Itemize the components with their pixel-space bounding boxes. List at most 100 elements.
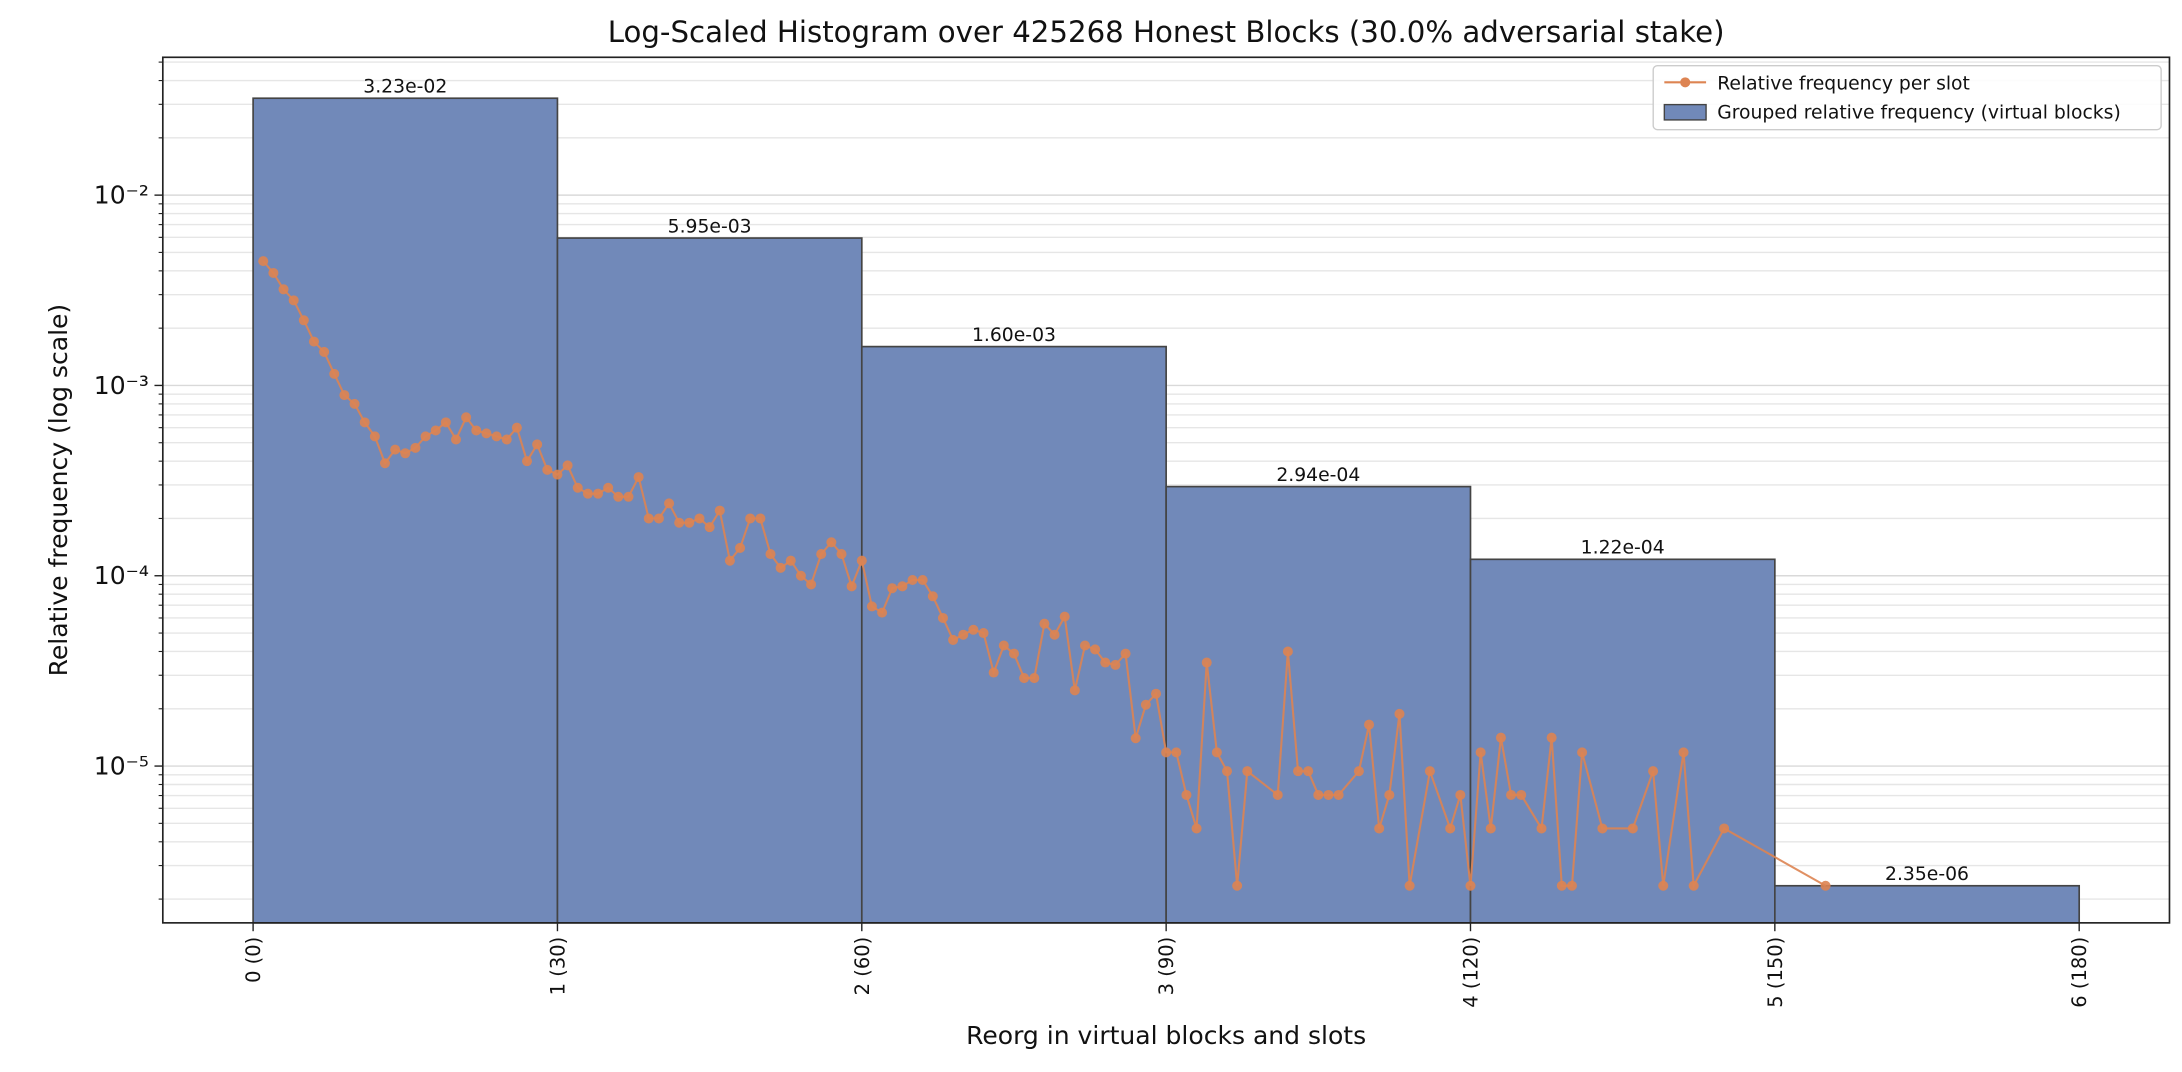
line-marker bbox=[319, 346, 330, 357]
line-marker bbox=[613, 491, 624, 502]
line-marker bbox=[461, 412, 472, 423]
line-marker bbox=[390, 444, 401, 455]
line-marker bbox=[1404, 880, 1415, 891]
line-marker bbox=[1313, 789, 1324, 800]
line-marker bbox=[1191, 823, 1202, 834]
line-marker bbox=[1181, 789, 1192, 800]
line-marker bbox=[288, 295, 299, 306]
line-marker bbox=[1090, 644, 1101, 655]
line-marker bbox=[511, 422, 522, 433]
line-marker bbox=[1384, 789, 1395, 800]
line-marker bbox=[603, 482, 614, 493]
legend-box bbox=[1652, 64, 2162, 131]
line-marker bbox=[1140, 699, 1151, 710]
line-marker bbox=[826, 537, 837, 548]
line-marker bbox=[1627, 823, 1638, 834]
y-tick-label: 10⁻⁴ bbox=[94, 561, 149, 590]
line-marker bbox=[937, 612, 948, 623]
line-marker bbox=[724, 555, 735, 566]
line-marker bbox=[1424, 766, 1435, 777]
line-marker bbox=[846, 581, 857, 592]
legend-label: Relative frequency per slot bbox=[1717, 73, 1970, 94]
line-marker bbox=[795, 570, 806, 581]
line-marker bbox=[1201, 657, 1212, 668]
x-tick-label: 0 (0) bbox=[242, 937, 265, 983]
line-marker bbox=[369, 431, 380, 442]
plot-area: 10⁻⁵ 10⁻⁴ 10⁻³ 10⁻² 0 (0) 1 (30) 2 (60) 3 (90) 4… bbox=[94, 56, 2171, 1008]
histogram-bar bbox=[1469, 558, 1776, 924]
line-marker bbox=[562, 460, 573, 471]
line-marker bbox=[532, 439, 543, 450]
line-marker bbox=[491, 431, 502, 442]
line-marker bbox=[998, 640, 1009, 651]
line-marker bbox=[623, 491, 634, 502]
line-marker bbox=[278, 284, 289, 295]
line-marker bbox=[542, 464, 553, 475]
line-marker bbox=[572, 482, 583, 493]
line-marker bbox=[1678, 747, 1689, 758]
x-tick-label: 2 (60) bbox=[851, 937, 874, 996]
y-axis-label: Relative frequency (log scale) bbox=[44, 304, 73, 677]
x-tick-label: 4 (120) bbox=[1459, 937, 1482, 1008]
line-marker bbox=[1516, 789, 1527, 800]
line-marker bbox=[1282, 646, 1293, 657]
line-marker bbox=[1648, 766, 1659, 777]
line-marker bbox=[1222, 766, 1233, 777]
line-marker bbox=[1323, 789, 1334, 800]
line-marker bbox=[704, 522, 715, 533]
legend-label: Grouped relative frequency (virtual bloc… bbox=[1717, 103, 2121, 124]
line-marker bbox=[552, 469, 563, 480]
line-marker bbox=[1546, 732, 1557, 743]
line-marker bbox=[775, 562, 786, 573]
legend-marker bbox=[1680, 77, 1691, 88]
line-marker bbox=[1475, 747, 1486, 758]
line-marker bbox=[1820, 880, 1831, 891]
line-marker bbox=[522, 456, 533, 467]
line-marker bbox=[1110, 659, 1121, 670]
line-marker bbox=[1161, 747, 1172, 758]
line-marker bbox=[501, 434, 512, 445]
line-marker bbox=[877, 607, 888, 618]
line-marker bbox=[1120, 648, 1131, 659]
line-marker bbox=[1069, 685, 1080, 696]
line-marker bbox=[755, 513, 766, 524]
y-tick-label: 10⁻² bbox=[94, 180, 149, 209]
line-marker bbox=[988, 667, 999, 678]
line-marker bbox=[1008, 648, 1019, 659]
line-marker bbox=[856, 555, 867, 566]
line-marker bbox=[948, 634, 959, 645]
line-marker bbox=[400, 448, 411, 459]
line-marker bbox=[339, 390, 350, 401]
line-marker bbox=[633, 472, 644, 483]
line-marker bbox=[836, 549, 847, 560]
line-marker bbox=[1100, 657, 1111, 668]
line-marker bbox=[1293, 766, 1304, 777]
line-marker bbox=[714, 505, 725, 516]
line-marker bbox=[806, 579, 817, 590]
line-marker bbox=[917, 574, 928, 586]
line-marker bbox=[1485, 823, 1496, 834]
line-marker bbox=[1465, 880, 1476, 891]
line-marker bbox=[1019, 673, 1030, 684]
value-label: 1.22e-04 bbox=[1581, 538, 1665, 559]
line-marker bbox=[664, 498, 675, 509]
line-marker bbox=[897, 581, 908, 592]
x-tick-label: 3 (90) bbox=[1155, 937, 1178, 996]
value-label: 2.35e-06 bbox=[1885, 864, 1969, 885]
line-marker bbox=[1394, 708, 1405, 719]
histogram-bar bbox=[252, 97, 559, 924]
line-marker bbox=[684, 517, 695, 528]
line-marker bbox=[1272, 789, 1283, 800]
histogram-bar bbox=[1165, 485, 1472, 924]
line-marker bbox=[1658, 880, 1669, 891]
line-marker bbox=[1079, 640, 1090, 651]
y-tick-label: 10⁻⁵ bbox=[94, 751, 149, 780]
line-marker bbox=[1455, 789, 1466, 800]
line-marker bbox=[1211, 747, 1222, 758]
x-tick-label: 5 (150) bbox=[1764, 937, 1787, 1008]
value-label: 1.60e-03 bbox=[972, 325, 1056, 346]
line-marker bbox=[471, 425, 482, 436]
line-marker bbox=[1039, 618, 1050, 629]
line-marker bbox=[430, 425, 441, 436]
